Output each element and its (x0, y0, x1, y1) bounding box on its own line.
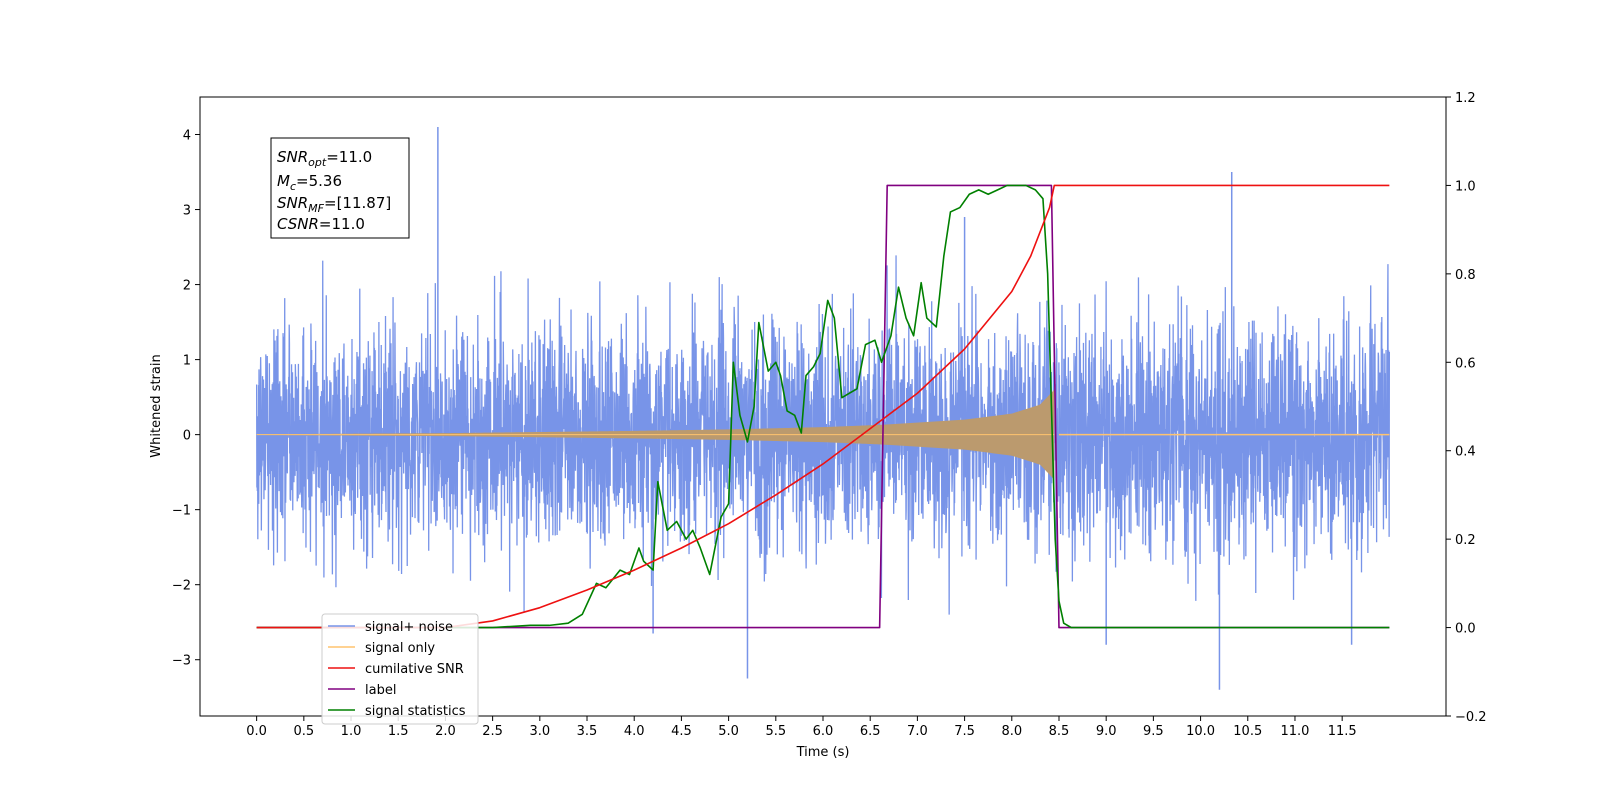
series-layer (255, 127, 1391, 690)
x-tick-label: 8.0 (1001, 724, 1022, 739)
x-tick-label: 10.0 (1186, 724, 1215, 739)
annotation-snr-mf: SNRMF=[11.87] (277, 194, 391, 215)
annotation-snr-mf-sub: MF (308, 202, 324, 215)
annotation-box: SNRopt=11.0 Mc=5.36 SNRMF=[11.87] CSNR=1… (270, 137, 410, 239)
annotation-csnr-value: =11.0 (319, 215, 365, 233)
x-tick-label: 8.5 (1049, 724, 1070, 739)
y-tick-label: 1 (183, 354, 191, 369)
x-tick-label: 7.0 (907, 724, 928, 739)
x-tick-label: 6.0 (813, 724, 834, 739)
annotation-csnr-main: CSNR (277, 215, 319, 233)
annotation-snr-opt-sub: opt (308, 156, 327, 169)
annotation-csnr: CSNR=11.0 (277, 215, 365, 233)
y-tick-label: 0 (183, 429, 191, 444)
annotation-snr-mf-value: =[11.87] (324, 194, 391, 212)
x-tick-label: 3.0 (529, 724, 550, 739)
y-tick-label: 2 (183, 279, 191, 294)
annotation-mc: Mc=5.36 (277, 172, 342, 193)
x-tick-label: 6.5 (860, 724, 881, 739)
annotation-snr-opt-main: SNR (277, 148, 308, 166)
legend-frame (321, 613, 479, 725)
x-tick-label: 7.5 (954, 724, 975, 739)
legend-entry: label (365, 683, 396, 698)
y2-tick-label: 1.2 (1455, 91, 1476, 106)
series-cumulative-snr (256, 184, 1390, 629)
x-axis: 0.0 0.5 1.0 1.5 2.0 2.5 3.0 3.5 4.0 4.5 5.0 5.5 6.0 6… (246, 716, 1357, 739)
y2-tick-label: 0.0 (1455, 622, 1476, 637)
x-tick-label: 5.0 (718, 724, 739, 739)
x-tick-label: 5.5 (765, 724, 786, 739)
annotation-frame (270, 137, 410, 239)
x-tick-label: 4.5 (671, 724, 692, 739)
x-tick-label: 0.0 (246, 724, 267, 739)
annotation-snr-mf-main: SNR (277, 194, 308, 212)
x-tick-label: 4.0 (624, 724, 645, 739)
x-tick-label: 11.0 (1280, 724, 1309, 739)
annotation-mc-main: M (277, 172, 290, 190)
x-tick-label: 3.5 (577, 724, 598, 739)
annotation-snr-opt-value: =11.0 (326, 148, 372, 166)
y-axis-right: −0.2 0.0 0.2 0.4 0.6 0.8 1.0 1.2 (1446, 91, 1487, 725)
x-tick-label: 9.5 (1143, 724, 1164, 739)
y-tick-label: −2 (172, 579, 191, 594)
x-tick-label: 0.5 (293, 724, 314, 739)
legend-entry: signal+ noise (365, 620, 453, 635)
legend-entry: signal statistics (365, 704, 466, 719)
y2-tick-label: −0.2 (1455, 710, 1487, 725)
y2-tick-label: 0.2 (1455, 533, 1476, 548)
y-tick-label: 4 (183, 129, 191, 144)
x-tick-label: 9.0 (1096, 724, 1117, 739)
legend-entry: signal only (365, 641, 435, 656)
y-axis-label: Whitened strain (149, 354, 164, 457)
x-tick-label: 10.5 (1233, 724, 1262, 739)
y2-tick-label: 1.0 (1455, 179, 1476, 194)
annotation-snr-opt: SNRopt=11.0 (277, 148, 372, 169)
y-axis-left: −3 −2 −1 0 1 2 3 4 (172, 129, 200, 669)
y-tick-label: −1 (172, 504, 191, 519)
annotation-mc-sub: c (290, 180, 296, 193)
x-tick-label: 1.0 (341, 724, 362, 739)
x-tick-label: 11.5 (1328, 724, 1357, 739)
y2-tick-label: 0.8 (1455, 268, 1476, 283)
x-tick-label: 2.0 (435, 724, 456, 739)
legend-entry: cumilative SNR (365, 662, 464, 677)
x-tick-label: 1.5 (388, 724, 409, 739)
x-axis-label: Time (s) (796, 745, 850, 760)
y2-tick-label: 0.4 (1455, 445, 1476, 460)
annotation-mc-value: =5.36 (296, 172, 342, 190)
series-signal-statistics (256, 184, 1390, 629)
y-tick-label: 3 (183, 204, 191, 219)
y-tick-label: −3 (172, 654, 191, 669)
legend: signal+ noise signal only cumilative SNR la… (321, 613, 479, 725)
x-tick-label: 2.5 (482, 724, 503, 739)
y2-tick-label: 0.6 (1455, 356, 1476, 371)
